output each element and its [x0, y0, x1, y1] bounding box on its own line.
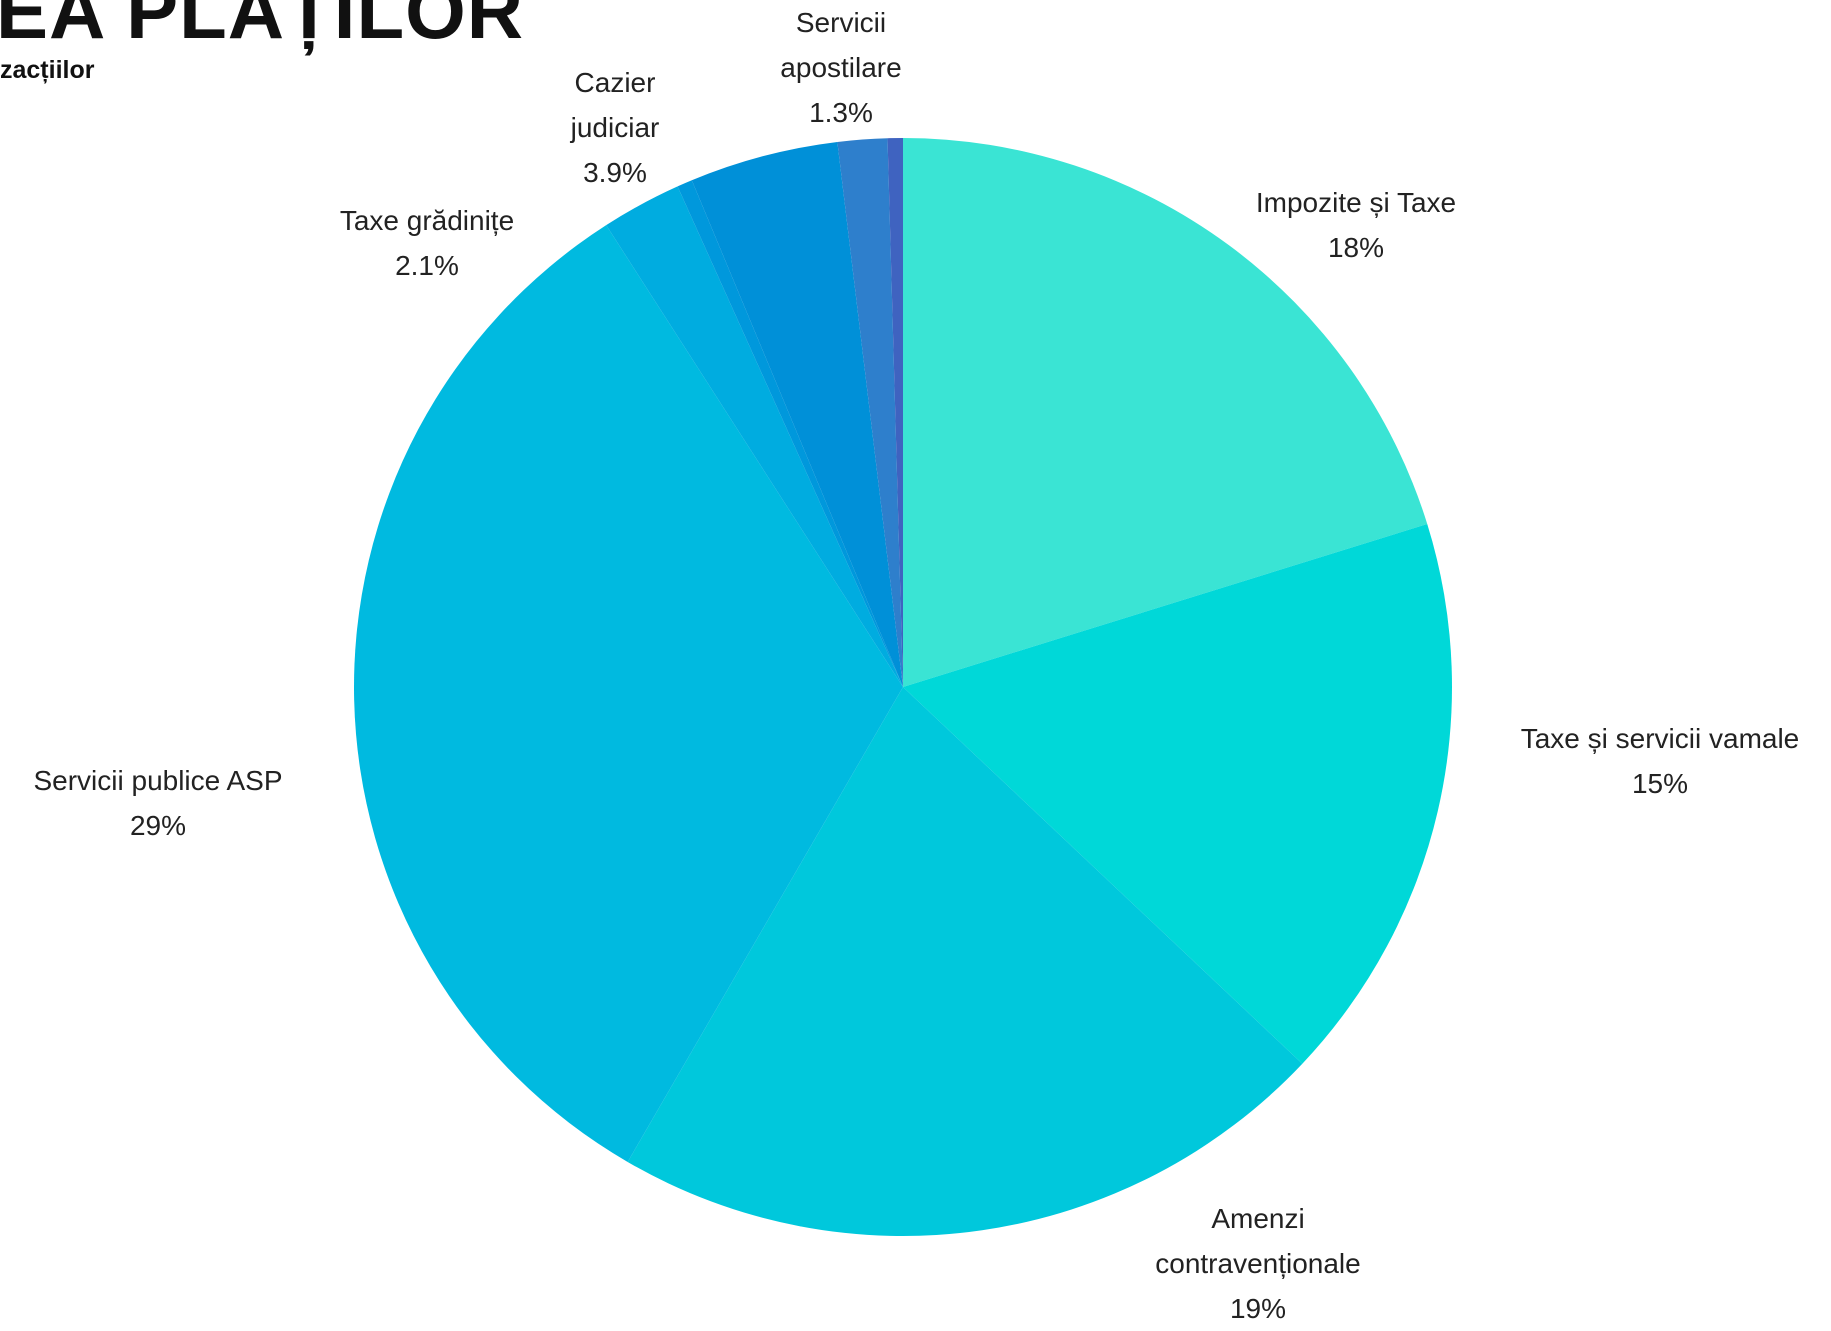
pie-slice [903, 523, 1452, 1064]
slice-value: 2.1% [395, 250, 459, 281]
slice-label: Amenzi contravenționale 19% [1128, 1196, 1388, 1331]
slice-value: 15% [1631, 768, 1689, 799]
slice-label: Taxe și servicii vamale 15% [1490, 716, 1830, 806]
pie-slice [354, 225, 903, 1162]
slice-label: Taxe grădinițe 2.1% [297, 198, 557, 288]
slice-name: Amenzi contravenționale [1155, 1203, 1361, 1279]
slice-name: Impozite și Taxe [1255, 187, 1457, 218]
pie-slice [691, 141, 903, 688]
slice-name: Cazier judiciar [570, 67, 660, 143]
pie-slice [627, 687, 1303, 1236]
slice-label: Servicii apostilare 1.3% [756, 0, 926, 135]
pie-slice [837, 138, 903, 688]
slice-value: 29% [129, 810, 187, 841]
slice-label: Impozite și Taxe 18% [1226, 180, 1486, 270]
pie-slice [606, 186, 903, 687]
slice-label: Cazier judiciar 3.9% [540, 60, 690, 195]
pie-slice [677, 180, 903, 688]
slice-value: 18% [1327, 232, 1385, 263]
slice-value: 1.3% [809, 97, 873, 128]
pie-slice [903, 138, 1428, 687]
pie-slice [887, 138, 903, 687]
chart-subtitle: zacțiilor [0, 56, 95, 84]
slice-name: Taxe grădinițe [339, 205, 515, 236]
slice-label: Servicii publice ASP 29% [8, 758, 308, 848]
slice-value: 3.9% [583, 157, 647, 188]
slice-value: 19% [1229, 1293, 1287, 1324]
slice-name: Servicii publice ASP [33, 765, 283, 796]
chart-title: EA PLAȚILOR [0, 0, 525, 55]
slice-name: Taxe și servicii vamale [1520, 723, 1800, 754]
slice-name: Servicii apostilare [780, 7, 902, 83]
